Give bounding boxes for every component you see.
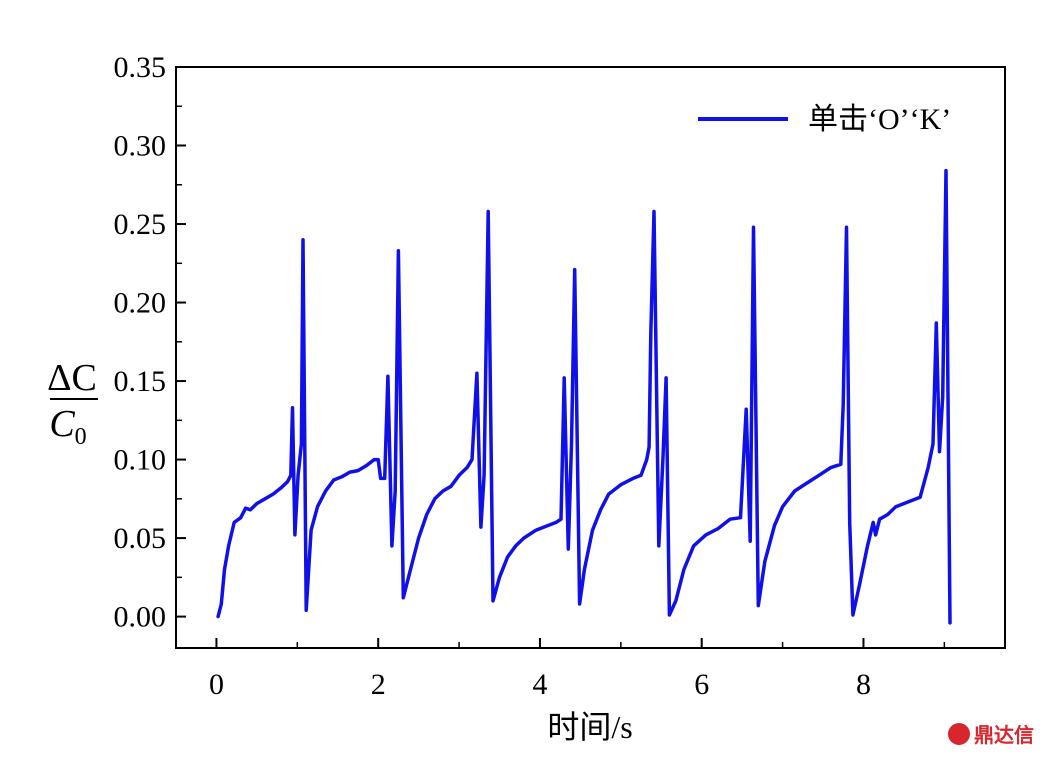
plot-area <box>175 66 1006 649</box>
plot-frame <box>175 66 1006 649</box>
watermark: 鼎达信 <box>948 719 1034 748</box>
y-axis-ticks: 0.00 0.05 0.10 0.15 0.20 0.25 0.30 0.35 <box>114 51 186 634</box>
y-axis-label: ΔC C0 <box>47 357 98 450</box>
y-tick-label: 0.30 <box>114 130 167 163</box>
y-tick-label: 0.10 <box>114 444 167 477</box>
x-tick-label: 8 <box>856 668 871 701</box>
x-tick-label: 4 <box>532 668 547 701</box>
y-tick-label: 0.00 <box>114 601 167 634</box>
watermark-seal-icon <box>948 722 970 745</box>
y-tick-label: 0.35 <box>114 51 167 84</box>
series-layer <box>216 168 952 625</box>
legend: 单击‘O’‘K’ <box>698 103 951 136</box>
x-axis-label: 时间/s <box>547 709 632 745</box>
y-tick-label: 0.05 <box>114 522 167 555</box>
x-tick-label: 6 <box>694 668 709 701</box>
y-label-numerator: ΔC <box>47 357 97 399</box>
x-axis-ticks: 0 2 4 6 8 <box>209 638 946 701</box>
series-line-0 <box>216 168 952 625</box>
legend-label: 单击‘O’‘K’ <box>808 103 951 136</box>
x-tick-label: 2 <box>371 668 386 701</box>
y-tick-label: 0.15 <box>114 365 167 398</box>
watermark-text: 鼎达信 <box>974 723 1034 747</box>
y-label-denominator: C0 <box>49 403 86 450</box>
x-tick-label: 0 <box>209 668 224 701</box>
y-tick-label: 0.25 <box>114 208 167 241</box>
y-tick-label: 0.20 <box>114 287 167 320</box>
